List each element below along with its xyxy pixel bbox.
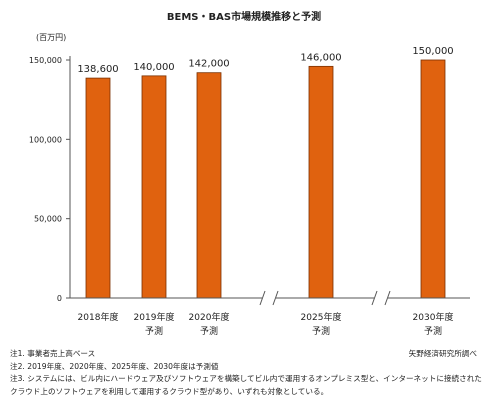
- bar-value-label: 140,000: [133, 62, 174, 73]
- bar-value-label: 146,000: [300, 52, 341, 63]
- note-3: 注3. システムには、ビル内にハードウェア及びソフトウェアを構築してビル内で運用…: [10, 374, 482, 383]
- bar: [420, 59, 446, 299]
- bars-group: 138,600 140,000 142,000 146,000 150,000: [77, 46, 454, 299]
- note-3-continued: クラウド上のソフトウェアを利用して運用するクラウド型があり、いずれも対象としてい…: [10, 386, 329, 396]
- x-category-label: 2018年度: [78, 311, 119, 323]
- bar: [196, 72, 222, 299]
- y-tick-label: 50,000: [34, 215, 62, 224]
- y-axis-unit-label: (百万円): [36, 33, 66, 42]
- bar-value-label: 138,600: [77, 64, 118, 75]
- axis-break-mark: [259, 290, 279, 306]
- y-tick-label: 0: [57, 294, 62, 303]
- source-label: 矢野経済研究所調べ: [408, 349, 477, 358]
- x-category-sublabel: 予測: [424, 325, 442, 337]
- x-category-label: 2025年度: [301, 311, 342, 323]
- x-category-sublabel: 予測: [312, 325, 330, 337]
- bar: [308, 65, 334, 299]
- x-category-label: 2019年度: [134, 311, 175, 323]
- y-tick-label: 100,000: [29, 135, 62, 144]
- note-1: 注1. 事業者売上高ベース: [10, 349, 96, 358]
- notes: 注1. 事業者売上高ベース 注2. 2019年度、2020年度、2025年度、2…: [10, 348, 485, 398]
- y-axis: 0 50,000 100,000 150,000: [29, 56, 71, 303]
- x-category-sublabel: 予測: [145, 325, 163, 337]
- y-tick-label: 150,000: [29, 56, 62, 65]
- x-category-sublabel: 予測: [200, 325, 218, 337]
- bar: [141, 75, 167, 299]
- bar: [85, 77, 111, 299]
- x-category-label: 2030年度: [413, 311, 454, 323]
- note-2: 注2. 2019年度、2020年度、2025年度、2030年度は予測値: [10, 361, 219, 371]
- bar-value-label: 142,000: [188, 59, 229, 70]
- bar-value-label: 150,000: [412, 46, 453, 57]
- x-category-label: 2020年度: [189, 311, 230, 323]
- chart-title: BEMS・BAS市場規模推移と予測: [167, 10, 321, 23]
- axis-break-mark: [371, 290, 391, 306]
